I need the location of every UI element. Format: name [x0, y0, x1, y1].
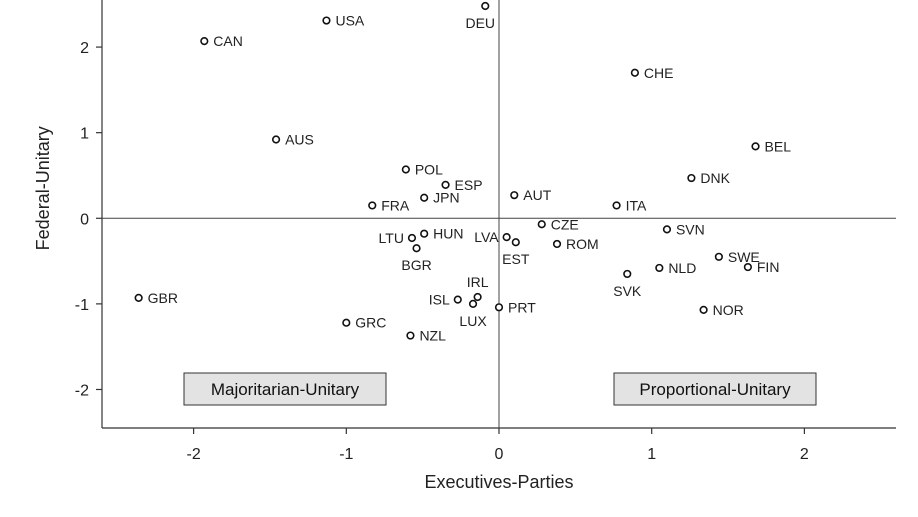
- x-tick-label: -2: [186, 446, 200, 463]
- data-label-usa: USA: [335, 13, 364, 29]
- data-point-usa: [322, 16, 331, 25]
- data-label-nor: NOR: [713, 302, 744, 318]
- data-label-nzl: NZL: [419, 328, 446, 344]
- x-tick-label: 1: [647, 446, 656, 463]
- data-point-aus: [271, 135, 281, 144]
- data-point-bgr: [412, 244, 421, 253]
- data-label-svn: SVN: [676, 221, 705, 237]
- y-tick-label: -1: [75, 297, 89, 314]
- data-label-bel: BEL: [765, 138, 792, 154]
- data-label-ltu: LTU: [379, 230, 404, 246]
- data-point-nzl: [406, 331, 415, 340]
- data-point-est: [511, 238, 520, 247]
- x-axis-title: Executives-Parties: [424, 472, 573, 492]
- y-tick-label: 2: [80, 40, 89, 57]
- x-tick-label: -1: [339, 446, 353, 463]
- data-label-esp: ESP: [455, 177, 483, 193]
- data-point-lva: [502, 233, 511, 242]
- data-label-pol: POL: [415, 161, 443, 177]
- data-point-svn: [662, 225, 672, 234]
- data-label-aut: AUT: [523, 187, 551, 203]
- data-point-esp: [441, 180, 450, 189]
- data-point-isl: [453, 295, 462, 304]
- data-label-fin: FIN: [757, 259, 780, 275]
- data-point-nor: [699, 305, 708, 314]
- reference-lines: [102, 0, 896, 428]
- data-label-swe: SWE: [728, 249, 760, 265]
- data-point-grc: [342, 318, 351, 327]
- data-point-cze: [537, 220, 546, 229]
- y-axis-title: Federal-Unitary: [33, 126, 53, 250]
- data-label-rom: ROM: [566, 236, 599, 252]
- data-point-dnk: [687, 173, 696, 183]
- data-label-grc: GRC: [355, 315, 386, 331]
- data-label-lva: LVA: [474, 229, 499, 245]
- data-point-bel: [751, 142, 760, 151]
- data-label-bgr: BGR: [401, 257, 431, 273]
- data-point-gbr: [134, 293, 143, 302]
- data-label-dnk: DNK: [700, 170, 730, 186]
- data-point-prt: [494, 303, 504, 312]
- data-point-aut: [510, 191, 519, 200]
- axis-ticks: -2 -1 0 1 2 -2 -1 0 1 2: [75, 40, 809, 463]
- data-label-deu: DEU: [465, 15, 495, 31]
- quadrant-annotations: Majoritarian-Unitary Proportional-Unitary: [183, 372, 817, 406]
- data-point-irl: [473, 292, 482, 302]
- data-label-svk: SVK: [613, 283, 642, 299]
- data-label-ita: ITA: [626, 197, 647, 213]
- x-tick-label: 0: [495, 446, 504, 463]
- data-point-fra: [368, 201, 377, 210]
- data-label-lux: LUX: [459, 313, 487, 329]
- data-label-jpn: JPN: [433, 190, 459, 206]
- data-point-swe: [714, 252, 723, 261]
- data-label-prt: PRT: [508, 299, 536, 315]
- data-point-che: [630, 68, 639, 77]
- data-point-ltu: [407, 233, 417, 243]
- data-label-fra: FRA: [381, 197, 410, 213]
- data-point-rom: [552, 239, 562, 249]
- data-label-nld: NLD: [668, 260, 696, 276]
- y-tick-label: -2: [75, 382, 89, 399]
- data-label-can: CAN: [213, 33, 243, 49]
- data-label-isl: ISL: [429, 292, 450, 308]
- y-tick-label: 1: [80, 126, 89, 143]
- data-point-hun: [420, 229, 429, 238]
- data-point-can: [200, 36, 209, 46]
- data-point-ita: [612, 201, 621, 210]
- data-point-svk: [623, 269, 632, 279]
- data-label-est: EST: [502, 251, 530, 267]
- data-point-nld: [655, 263, 664, 273]
- x-tick-label: 2: [800, 446, 809, 463]
- data-label-aus: AUS: [285, 132, 314, 148]
- y-tick-label: 0: [80, 211, 89, 228]
- data-label-che: CHE: [644, 65, 674, 81]
- data-label-gbr: GBR: [148, 290, 178, 306]
- data-point-lux: [468, 299, 478, 308]
- quadrant-label-proportional-unitary: Proportional-Unitary: [639, 380, 791, 399]
- data-label-irl: IRL: [467, 274, 489, 290]
- data-label-hun: HUN: [433, 226, 463, 242]
- quadrant-label-majoritarian-unitary: Majoritarian-Unitary: [211, 380, 360, 399]
- data-point-fin: [743, 262, 752, 272]
- data-point-jpn: [420, 193, 429, 202]
- data-point-deu: [481, 1, 490, 11]
- quadrant-box-majoritarian-unitary: [183, 372, 387, 406]
- quadrant-box-proportional-unitary: [613, 372, 817, 406]
- data-label-cze: CZE: [551, 216, 579, 232]
- data-point-pol: [401, 165, 410, 174]
